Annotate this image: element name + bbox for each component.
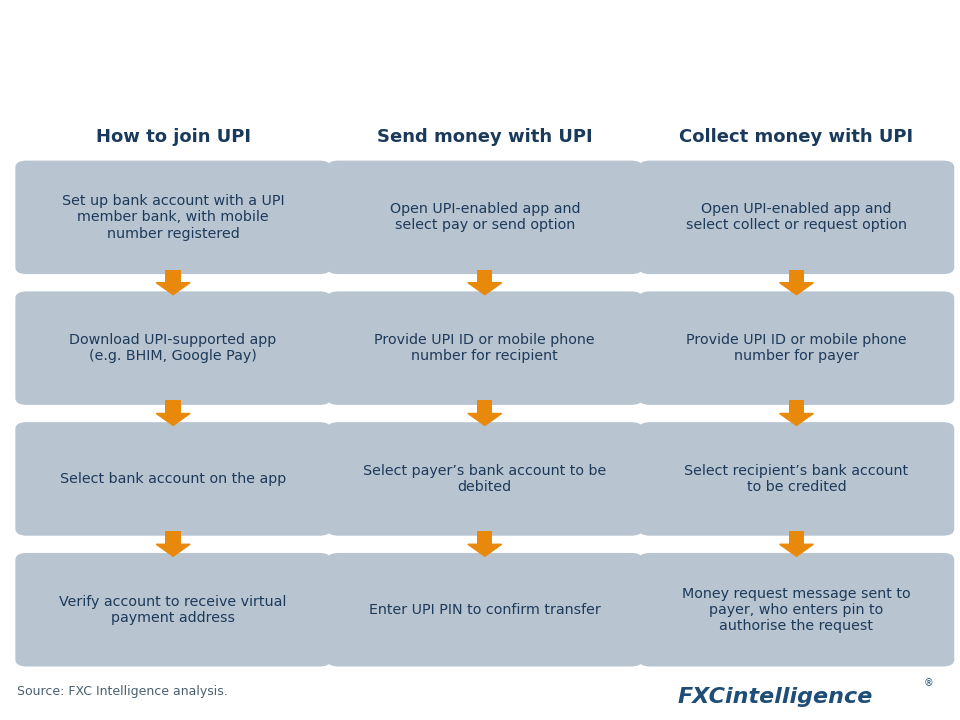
FancyBboxPatch shape (165, 400, 180, 413)
Text: How a UPI money transfer works: How a UPI money transfer works (17, 21, 580, 50)
FancyBboxPatch shape (638, 161, 954, 274)
Polygon shape (156, 413, 190, 426)
Text: Money request message sent to
payer, who enters pin to
authorise the request: Money request message sent to payer, who… (683, 587, 911, 633)
Text: Open UPI-enabled app and
select collect or request option: Open UPI-enabled app and select collect … (686, 202, 907, 233)
FancyBboxPatch shape (789, 400, 804, 413)
Text: Visualisation showing how users sign up to UPI and make/receive payments: Visualisation showing how users sign up … (17, 75, 680, 93)
Text: Select payer’s bank account to be
debited: Select payer’s bank account to be debite… (363, 464, 607, 494)
FancyBboxPatch shape (638, 292, 954, 405)
Text: Provide UPI ID or mobile phone
number for payer: Provide UPI ID or mobile phone number fo… (686, 333, 907, 363)
Text: How to join UPI: How to join UPI (96, 127, 251, 145)
Text: Select recipient’s bank account
to be credited: Select recipient’s bank account to be cr… (684, 464, 908, 494)
FancyBboxPatch shape (165, 270, 180, 283)
FancyBboxPatch shape (165, 531, 180, 544)
Polygon shape (780, 413, 813, 426)
Text: Provide UPI ID or mobile phone
number for recipient: Provide UPI ID or mobile phone number fo… (374, 333, 595, 363)
Polygon shape (468, 413, 502, 426)
Text: Download UPI-supported app
(e.g. BHIM, Google Pay): Download UPI-supported app (e.g. BHIM, G… (69, 333, 276, 363)
Text: ®: ® (924, 678, 933, 688)
Text: Source: FXC Intelligence analysis.: Source: FXC Intelligence analysis. (17, 685, 228, 698)
Polygon shape (156, 283, 190, 294)
FancyBboxPatch shape (15, 161, 331, 274)
FancyBboxPatch shape (327, 553, 642, 667)
Text: Enter UPI PIN to confirm transfer: Enter UPI PIN to confirm transfer (369, 603, 601, 617)
FancyBboxPatch shape (15, 553, 331, 667)
Text: Collect money with UPI: Collect money with UPI (680, 127, 914, 145)
FancyBboxPatch shape (327, 161, 642, 274)
Polygon shape (156, 544, 190, 557)
FancyBboxPatch shape (477, 531, 492, 544)
Polygon shape (780, 283, 813, 294)
Text: Select bank account on the app: Select bank account on the app (60, 472, 286, 486)
Text: Verify account to receive virtual
payment address: Verify account to receive virtual paymen… (60, 595, 287, 625)
Text: Set up bank account with a UPI
member bank, with mobile
number registered: Set up bank account with a UPI member ba… (61, 194, 284, 240)
FancyBboxPatch shape (789, 270, 804, 283)
FancyBboxPatch shape (477, 270, 492, 283)
FancyBboxPatch shape (789, 531, 804, 544)
Text: FXCintelligence: FXCintelligence (678, 687, 874, 706)
FancyBboxPatch shape (327, 422, 642, 536)
Text: Send money with UPI: Send money with UPI (377, 127, 592, 145)
Polygon shape (468, 544, 502, 557)
FancyBboxPatch shape (15, 292, 331, 405)
FancyBboxPatch shape (638, 553, 954, 667)
Text: Open UPI-enabled app and
select pay or send option: Open UPI-enabled app and select pay or s… (390, 202, 580, 233)
FancyBboxPatch shape (477, 400, 492, 413)
FancyBboxPatch shape (15, 422, 331, 536)
Polygon shape (468, 283, 502, 294)
FancyBboxPatch shape (638, 422, 954, 536)
Polygon shape (780, 544, 813, 557)
FancyBboxPatch shape (327, 292, 642, 405)
